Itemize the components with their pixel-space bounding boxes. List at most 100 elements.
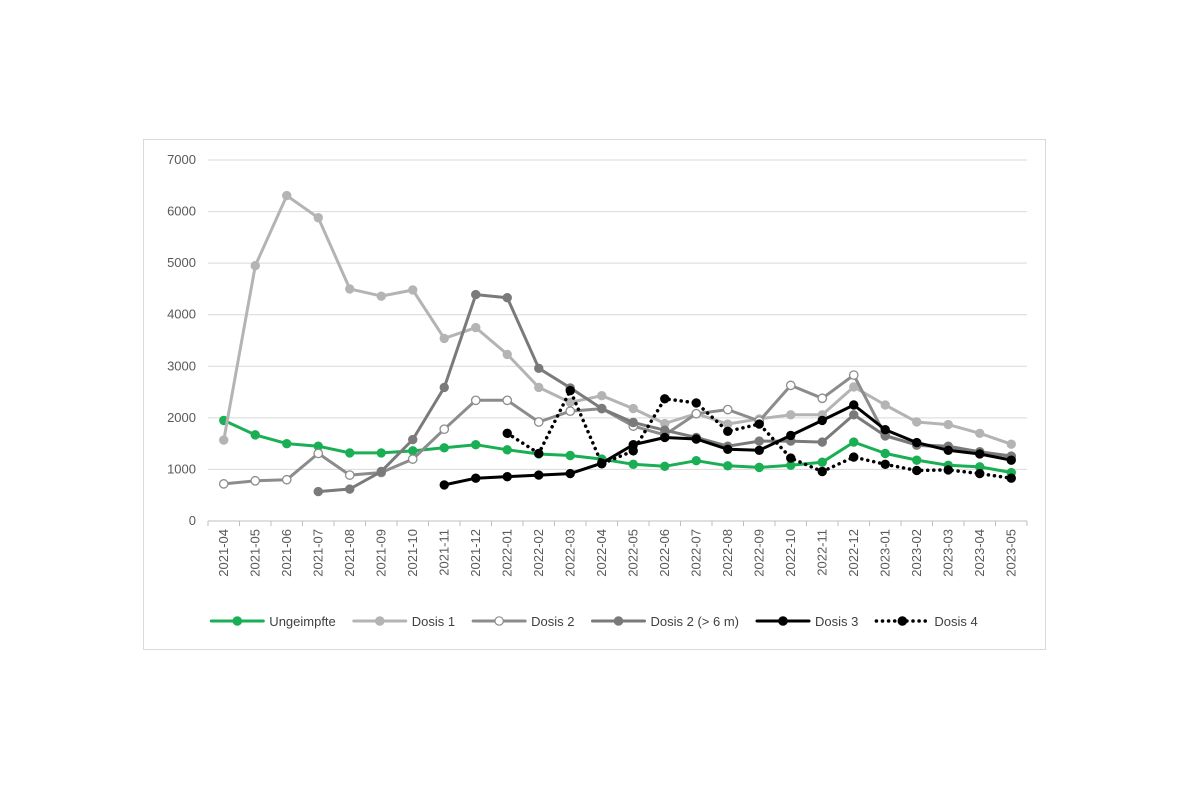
data-point — [502, 395, 513, 406]
data-point — [723, 426, 733, 436]
series-dosis-3 — [439, 400, 1016, 490]
data-point — [408, 446, 418, 456]
data-point — [439, 333, 449, 344]
data-point — [408, 285, 418, 295]
legend: Ungeimpfte Dosis 1 Dosis 2 Dosis 2 (> 6 m) D… — [209, 614, 978, 629]
legend-swatch-marker — [494, 616, 504, 626]
y-tick-label: 5000 — [167, 255, 196, 270]
data-point — [754, 445, 764, 456]
x-tick-label: 2022-01 — [499, 529, 514, 577]
x-tick-label: 2021-12 — [468, 529, 483, 577]
data-point — [471, 473, 481, 483]
data-point — [376, 466, 386, 477]
data-point — [786, 453, 796, 463]
x-tick-label: 2021-07 — [310, 529, 325, 577]
data-point — [880, 459, 890, 469]
x-tick-label: 2023-04 — [972, 529, 987, 577]
legend-swatch-marker — [897, 616, 908, 626]
legend-swatch-marker — [613, 616, 624, 626]
data-point — [849, 400, 859, 410]
series-line — [222, 194, 1013, 446]
data-point — [250, 430, 260, 440]
data-point — [250, 475, 261, 486]
legend-swatch-marker — [232, 616, 243, 626]
legend-item: Dosis 2 (> 6 m) — [591, 614, 739, 629]
data-point — [691, 408, 702, 419]
data-point — [565, 385, 575, 396]
data-point — [691, 455, 701, 466]
data-point — [313, 486, 323, 497]
data-point — [345, 284, 355, 294]
x-tick-label: 2022-07 — [688, 529, 703, 577]
data-point — [943, 419, 953, 430]
x-tick-label: 2022-03 — [562, 529, 577, 577]
data-point — [345, 484, 355, 494]
y-tick-label: 7000 — [167, 152, 196, 167]
x-tick-label: 2021-08 — [342, 529, 357, 577]
data-point — [376, 448, 386, 458]
data-point — [218, 479, 229, 489]
series-line — [222, 418, 1013, 474]
data-point — [502, 349, 512, 360]
data-point — [754, 436, 764, 446]
x-tick-label: 2022-09 — [751, 529, 766, 577]
data-point — [597, 390, 607, 401]
data-point — [880, 448, 890, 459]
x-tick-label: 2022-02 — [531, 529, 546, 577]
data-point — [534, 382, 544, 393]
data-point — [975, 449, 985, 459]
data-point — [880, 400, 890, 410]
y-tick-label: 2000 — [167, 410, 196, 425]
data-point — [660, 432, 670, 443]
legend-label: Dosis 4 — [934, 614, 977, 629]
x-tick-label: 2022-06 — [657, 529, 672, 577]
y-axis-ticks: 0 1000 2000 3000 4000 5000 6000 7000 — [167, 152, 196, 528]
x-tick-label: 2023-05 — [1003, 529, 1018, 577]
data-point — [533, 417, 544, 427]
data-point — [880, 425, 890, 435]
data-point — [817, 457, 827, 467]
data-point — [281, 474, 292, 485]
data-point — [723, 461, 733, 471]
y-tick-label: 1000 — [167, 461, 196, 476]
data-point — [912, 455, 922, 465]
data-point — [502, 428, 512, 439]
data-point — [471, 289, 481, 300]
data-point — [219, 435, 229, 445]
data-point — [1006, 455, 1016, 465]
data-point — [722, 404, 733, 415]
series-dosis-2 — [218, 370, 1017, 489]
series-ungeimpfte — [219, 415, 1016, 478]
data-point — [250, 261, 260, 271]
x-tick-label: 2021-09 — [373, 529, 388, 577]
data-point — [471, 439, 481, 450]
data-point — [660, 394, 670, 404]
series-line — [222, 373, 1013, 486]
data-point — [628, 446, 638, 456]
x-tick-label: 2022-10 — [783, 529, 798, 577]
data-point — [502, 445, 512, 455]
data-point — [912, 465, 922, 476]
data-point — [817, 437, 827, 447]
data-point — [849, 382, 859, 392]
data-point — [912, 417, 922, 427]
data-point — [344, 470, 355, 480]
data-point — [628, 417, 638, 428]
x-tick-label: 2022-11 — [814, 529, 829, 576]
data-point — [313, 213, 323, 223]
legend-item: Dosis 2 — [471, 614, 575, 629]
data-point — [439, 480, 449, 490]
data-point — [439, 424, 450, 435]
data-point — [439, 443, 449, 453]
data-point — [975, 468, 985, 479]
data-point — [408, 434, 418, 445]
data-point — [345, 448, 355, 458]
x-tick-label: 2023-01 — [877, 529, 892, 577]
series-dosis-1 — [219, 190, 1016, 449]
x-tick-label: 2021-05 — [247, 529, 262, 577]
data-point — [565, 450, 575, 461]
data-point — [849, 437, 859, 447]
x-tick-label: 2022-08 — [720, 529, 735, 577]
y-tick-label: 3000 — [167, 358, 196, 373]
legend-label: Dosis 3 — [815, 614, 858, 629]
